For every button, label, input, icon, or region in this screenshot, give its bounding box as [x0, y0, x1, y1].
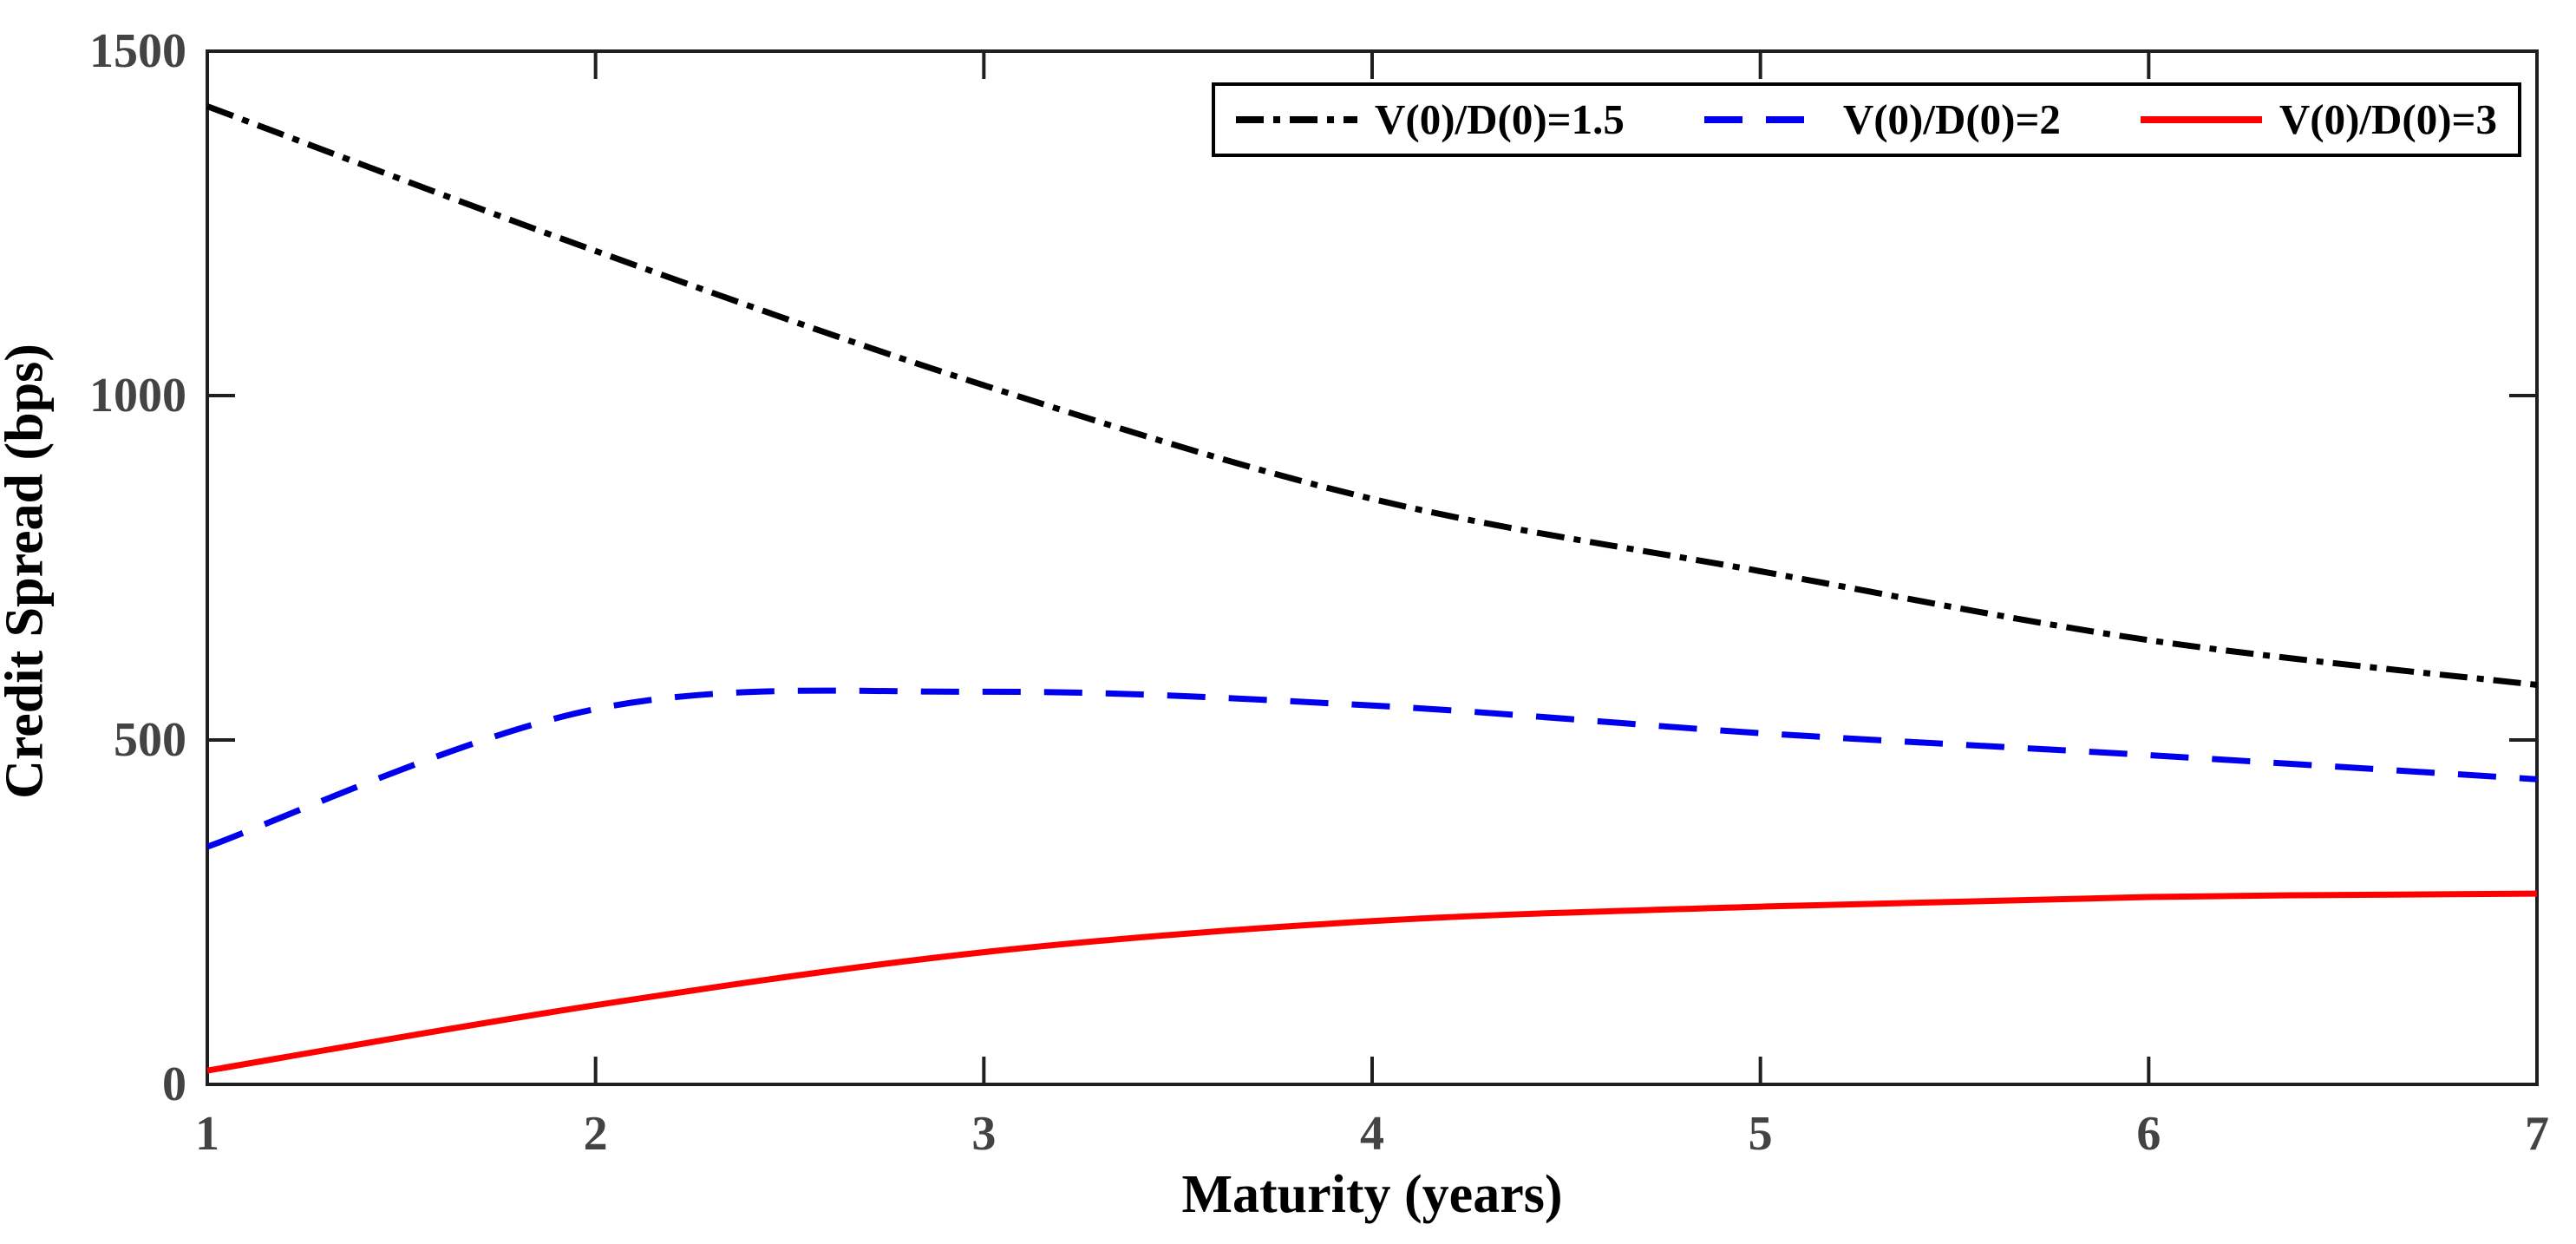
series-line-2: [206, 890, 2538, 1074]
legend-entry-2: V(0)/D(0)=3: [2140, 94, 2497, 146]
legend-label-0: V(0)/D(0)=1.5: [1375, 95, 1625, 143]
y-tick-label: 1000: [89, 369, 186, 422]
x-tick-label: 2: [583, 1107, 608, 1161]
y-tick-label: 1500: [89, 24, 186, 78]
x-tick-label: 6: [2136, 1107, 2161, 1161]
plot-area: [206, 49, 2539, 1086]
x-tick-label: 5: [1748, 1107, 1773, 1161]
x-tick-label: 4: [1360, 1107, 1384, 1161]
y-tick-label: 0: [162, 1057, 186, 1111]
x-tick-label: 1: [195, 1107, 219, 1161]
legend-swatch-line-0: [1236, 116, 1357, 123]
legend-entry-1: V(0)/D(0)=2: [1703, 94, 2061, 146]
legend-box: V(0)/D(0)=1.5 V(0)/D(0)=2 V(0)/D(0)=3: [1212, 82, 2521, 157]
legend-label-1: V(0)/D(0)=2: [1842, 95, 2061, 143]
x-axis-title: Maturity (years): [1181, 1165, 1563, 1224]
x-tick-label: 3: [971, 1107, 997, 1161]
legend-swatch-line-2: [2140, 116, 2262, 123]
y-axis-title: Credit Spread (bps): [0, 344, 55, 799]
legend-entry-0: V(0)/D(0)=1.5: [1236, 94, 1625, 146]
series-line-0: [206, 103, 2538, 688]
y-tick-label: 500: [114, 713, 186, 767]
series-line-1: [206, 687, 2538, 850]
legend-swatch-line-1: [1703, 116, 1826, 123]
x-tick-label: 7: [2525, 1107, 2549, 1161]
axes-box: [206, 49, 2539, 1086]
legend-label-2: V(0)/D(0)=3: [2279, 95, 2497, 143]
